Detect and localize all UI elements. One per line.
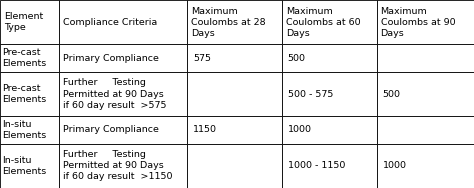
Bar — [187, 0, 282, 44]
Bar — [377, 0, 474, 44]
Bar — [377, 44, 474, 72]
Bar — [187, 144, 282, 188]
Bar — [377, 116, 474, 144]
Bar — [59, 44, 187, 72]
Text: Primary Compliance: Primary Compliance — [63, 125, 159, 134]
Bar — [59, 116, 187, 144]
Text: In-situ
Elements: In-situ Elements — [2, 156, 46, 176]
Bar — [282, 116, 377, 144]
Text: Maximum
Coulombs at 28
Days: Maximum Coulombs at 28 Days — [191, 7, 265, 38]
Text: In-situ
Elements: In-situ Elements — [2, 120, 46, 140]
Text: Maximum
Coulombs at 90
Days: Maximum Coulombs at 90 Days — [381, 7, 455, 38]
Bar — [0, 0, 59, 44]
Text: 500: 500 — [383, 89, 401, 99]
Text: 1000: 1000 — [383, 161, 407, 170]
Bar — [282, 72, 377, 116]
Text: Pre-cast
Elements: Pre-cast Elements — [2, 84, 46, 104]
Bar — [0, 144, 59, 188]
Text: Further     Testing
Permitted at 90 Days
if 60 day result  >1150: Further Testing Permitted at 90 Days if … — [63, 150, 173, 181]
Bar — [282, 144, 377, 188]
Text: 500: 500 — [288, 54, 306, 63]
Bar — [59, 144, 187, 188]
Text: Element
Type: Element Type — [4, 12, 43, 32]
Text: Pre-cast
Elements: Pre-cast Elements — [2, 48, 46, 68]
Text: 1150: 1150 — [193, 125, 217, 134]
Text: Primary Compliance: Primary Compliance — [63, 54, 159, 63]
Bar — [187, 72, 282, 116]
Text: Maximum
Coulombs at 60
Days: Maximum Coulombs at 60 Days — [286, 7, 360, 38]
Text: 500 - 575: 500 - 575 — [288, 89, 333, 99]
Bar — [0, 116, 59, 144]
Text: Further     Testing
Permitted at 90 Days
if 60 day result  >575: Further Testing Permitted at 90 Days if … — [63, 78, 166, 110]
Bar — [0, 72, 59, 116]
Text: 1000: 1000 — [288, 125, 312, 134]
Text: 575: 575 — [193, 54, 211, 63]
Text: Compliance Criteria: Compliance Criteria — [63, 18, 157, 27]
Text: 1000 - 1150: 1000 - 1150 — [288, 161, 345, 170]
Bar — [282, 44, 377, 72]
Bar — [377, 144, 474, 188]
Bar — [377, 72, 474, 116]
Bar — [0, 44, 59, 72]
Bar — [187, 44, 282, 72]
Bar — [59, 72, 187, 116]
Bar — [187, 116, 282, 144]
Bar — [282, 0, 377, 44]
Bar — [59, 0, 187, 44]
